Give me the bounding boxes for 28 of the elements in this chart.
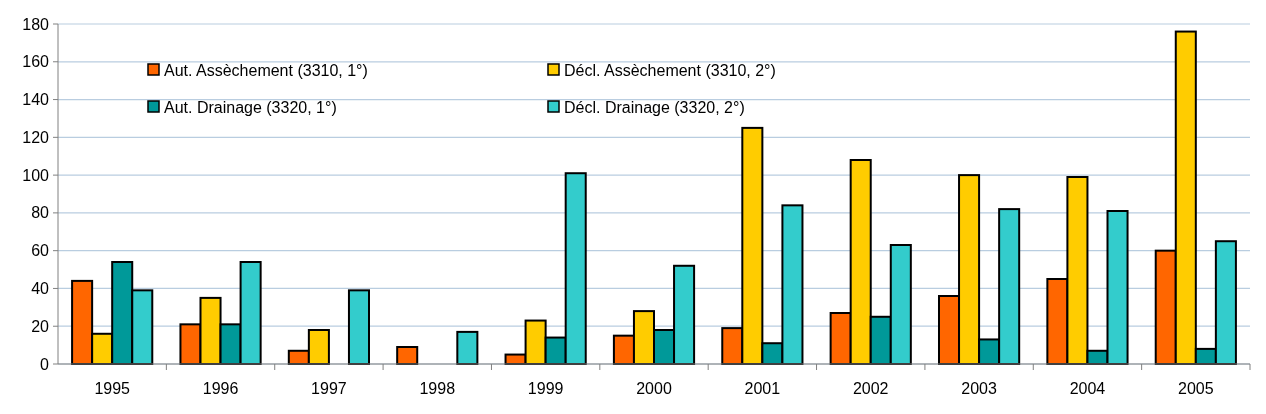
x-tick-label: 1999 — [527, 380, 564, 397]
y-tick-label: 60 — [31, 242, 50, 260]
legend-label: Aut. Drainage (3320, 1°) — [164, 98, 337, 116]
x-tick-label: 2003 — [961, 380, 997, 397]
y-tick-label: 100 — [22, 166, 50, 184]
bar — [347, 289, 370, 365]
x-tick-label: 1998 — [419, 380, 456, 397]
y-tick-label: 0 — [40, 355, 50, 373]
y-tick-label: 180 — [22, 15, 50, 33]
y-tick-label: 20 — [31, 317, 50, 335]
x-tick-label: 1995 — [94, 380, 131, 397]
x-tick-label: 2000 — [636, 380, 672, 397]
x-tick-label: 2005 — [1178, 380, 1214, 397]
x-tick-label: 1996 — [202, 380, 239, 397]
legend-label: Décl. Drainage (3320, 2°) — [564, 98, 745, 116]
x-tick-label: 2001 — [744, 380, 781, 397]
legend-label: Aut. Assèchement (3310, 1°) — [164, 61, 368, 79]
y-tick-label: 160 — [22, 53, 50, 71]
bar — [456, 330, 479, 365]
x-tick-label: 2002 — [852, 380, 889, 397]
y-tick-label: 80 — [31, 204, 50, 222]
legend-label: Décl. Assèchement (3310, 2°) — [564, 61, 776, 79]
y-tick-label: 140 — [22, 91, 50, 109]
y-tick-label: 120 — [22, 128, 50, 146]
bar — [396, 346, 419, 365]
x-tick-label: 2004 — [1069, 380, 1106, 397]
x-tick-label: 1997 — [311, 380, 347, 397]
y-tick-label: 40 — [31, 280, 50, 298]
